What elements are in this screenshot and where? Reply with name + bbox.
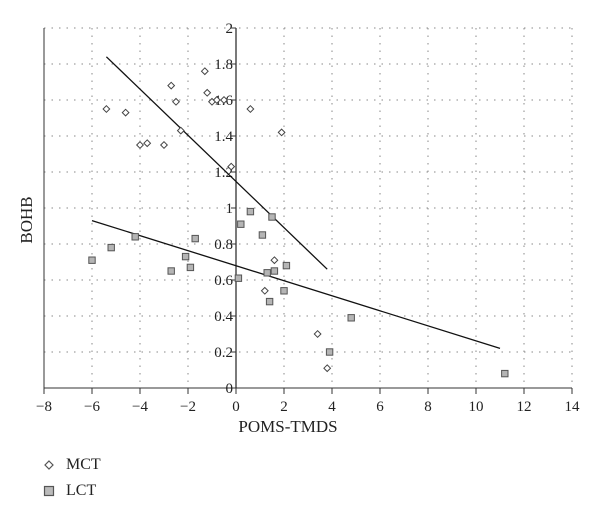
data-point-lct xyxy=(268,213,276,221)
data-point-mct xyxy=(203,88,212,97)
y-tick-label: 1.4 xyxy=(214,129,233,145)
y-tick-label: 1.8 xyxy=(214,57,233,73)
data-point-mct xyxy=(277,128,286,137)
square-marker-icon xyxy=(43,485,55,497)
trendline-mct xyxy=(105,56,328,270)
x-tick-label: −4 xyxy=(132,399,148,415)
y-tick-label: 0.2 xyxy=(214,345,233,361)
data-point-lct xyxy=(167,267,175,275)
data-point-mct xyxy=(159,140,169,150)
trendline-lct xyxy=(91,219,501,350)
x-tick-label: −6 xyxy=(84,399,100,415)
y-tick-label: 0.8 xyxy=(214,237,233,253)
y-axis-title: BOHB xyxy=(17,196,36,243)
x-tick-label: 4 xyxy=(328,399,336,415)
data-point-mct xyxy=(260,286,269,295)
x-tick-label: 0 xyxy=(232,399,240,415)
data-point-lct xyxy=(270,267,279,275)
data-point-mct xyxy=(219,95,229,105)
data-point-mct xyxy=(270,256,279,265)
x-tick-label: 8 xyxy=(424,399,432,415)
y-tick-label: 2 xyxy=(226,21,234,37)
legend-label-mct: MCT xyxy=(66,456,101,473)
y-tick-label: 0.4 xyxy=(214,309,233,325)
x-tick-label: −8 xyxy=(36,399,52,415)
y-tick-label: 0 xyxy=(226,381,234,397)
axes: −8 −6 −4 −2 0 2 4 6 8 10 12 14 0 0.2 0.4 0.6 0.8 1 1.2 1.4 1… xyxy=(36,21,580,415)
data-point-lct xyxy=(181,252,190,261)
data-point-mct xyxy=(171,97,181,106)
data-point-lct xyxy=(258,231,267,239)
y-tick-label: 0.6 xyxy=(214,273,233,289)
y-tick-label: 1.2 xyxy=(214,165,233,181)
data-point-lct xyxy=(186,263,195,272)
data-point-lct xyxy=(501,369,509,378)
data-point-lct xyxy=(282,261,291,270)
data-points xyxy=(88,67,509,378)
x-axis-title: POMS-TMDS xyxy=(238,417,337,436)
legend-label-lct: LCT xyxy=(66,482,97,499)
data-point-mct xyxy=(323,364,332,373)
data-point-mct xyxy=(121,108,130,117)
data-point-mct xyxy=(212,95,221,105)
data-point-mct xyxy=(200,67,209,76)
legend: MCT LCT xyxy=(42,452,242,504)
data-point-lct xyxy=(191,234,199,243)
data-point-mct xyxy=(102,104,111,114)
gridlines xyxy=(44,27,573,388)
data-point-lct xyxy=(265,297,274,306)
data-point-mct xyxy=(135,140,145,150)
data-point-mct xyxy=(227,162,236,171)
x-tick-label: 12 xyxy=(517,399,532,415)
data-point-lct xyxy=(234,274,243,282)
data-point-lct xyxy=(131,233,139,241)
data-point-mct xyxy=(313,329,322,339)
x-tick-label: 2 xyxy=(280,399,288,415)
legend-item-lct: LCT xyxy=(42,478,242,504)
data-point-lct xyxy=(88,256,96,264)
y-tick-label: 1 xyxy=(226,201,234,217)
data-point-lct xyxy=(347,314,355,322)
trendlines xyxy=(91,56,501,350)
data-point-mct xyxy=(143,139,152,148)
data-point-lct xyxy=(246,207,255,216)
data-point-mct xyxy=(176,126,185,135)
x-tick-label: 14 xyxy=(565,399,581,415)
diamond-marker-icon xyxy=(44,460,54,470)
x-tick-label: −2 xyxy=(180,399,196,415)
data-point-mct xyxy=(167,81,176,90)
x-tick-label: 6 xyxy=(376,399,384,415)
legend-item-mct: MCT xyxy=(42,452,242,478)
x-tick-label: 10 xyxy=(469,399,484,415)
data-point-mct xyxy=(246,104,255,114)
data-point-lct xyxy=(325,348,334,356)
data-point-lct xyxy=(237,220,245,228)
data-point-lct xyxy=(280,287,288,295)
data-point-lct xyxy=(107,243,115,252)
data-point-lct xyxy=(263,269,271,277)
